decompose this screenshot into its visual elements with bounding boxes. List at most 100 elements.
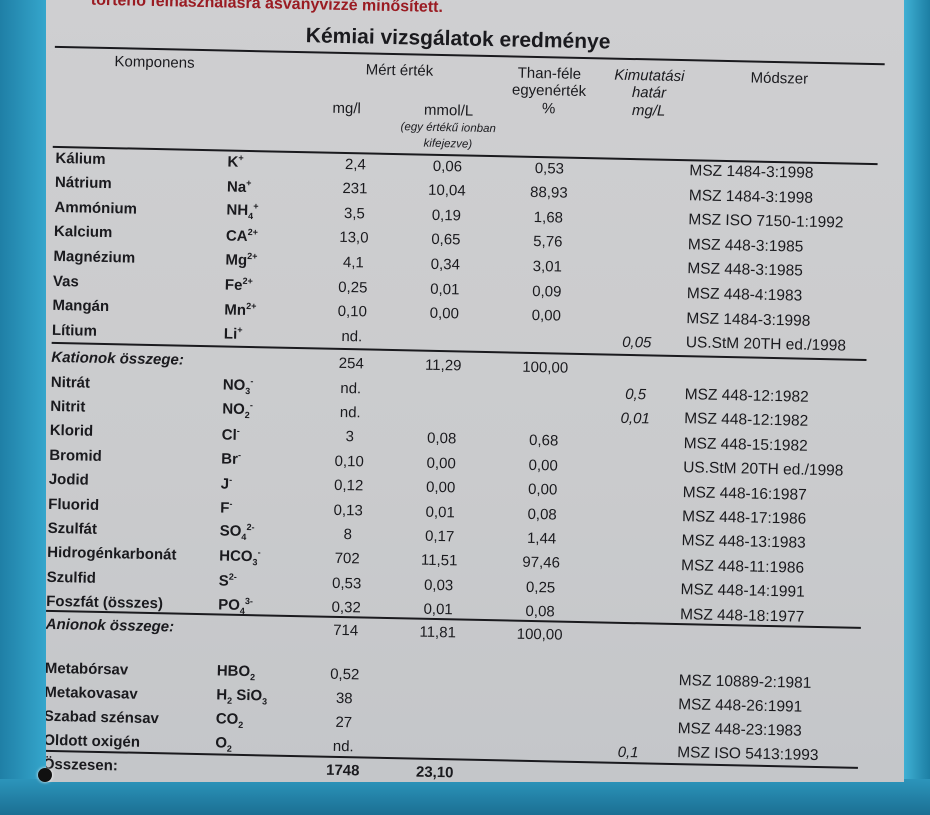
formula-part: PO (218, 596, 241, 614)
chemical-formula: Fe2+ (225, 276, 313, 296)
component-name: Szulfid (46, 568, 97, 587)
component-name: Bromid (49, 446, 102, 465)
formula-part: 2 (238, 719, 244, 730)
value-mg-l: 714 (333, 621, 359, 639)
value-than-percent: 0,08 (527, 505, 557, 524)
value-than-percent: 3,01 (532, 257, 563, 276)
method: MSZ 448-26:1991 (678, 696, 803, 716)
method: MSZ 1484-3:1998 (688, 186, 814, 207)
detection-limit (598, 219, 680, 221)
method: MSZ ISO 5413:1993 (677, 744, 819, 765)
chemical-formula: K+ (227, 153, 315, 173)
value-mmol-l: 0,00 (426, 454, 456, 473)
method: MSZ 448-15:1982 (683, 434, 808, 455)
chemical-formula: Mg2+ (225, 251, 313, 271)
component-name: Oldott oxigén (46, 731, 141, 751)
value-mmol-l: 10,04 (427, 181, 466, 200)
formula-part: CA (225, 227, 248, 245)
value-mmol-l: 0,01 (425, 503, 455, 521)
method: MSZ ISO 7150-1:1992 (688, 211, 844, 232)
header-limit-3: mg/L (631, 101, 666, 120)
chemical-formula: Br- (221, 450, 309, 470)
chemical-formula: CA2+ (226, 226, 314, 246)
method: MSZ 448-12:1982 (684, 410, 809, 431)
detection-limit (593, 491, 675, 493)
method: MSZ 448-3:1985 (687, 235, 804, 256)
value-than-percent: 0,09 (532, 282, 562, 301)
component-name: Metabórsav (46, 659, 129, 679)
value-mg-l: 38 (335, 689, 353, 707)
component-name: Szabad szénsav (46, 707, 160, 727)
chemical-formula: J- (221, 474, 309, 494)
formula-part: - (237, 450, 242, 461)
chemical-formula: H2 SiO3 (216, 686, 304, 707)
value-mmol-l: 0,34 (430, 255, 461, 274)
formula-part: 3 (261, 695, 268, 706)
formula-part: 3- (244, 595, 254, 606)
value-than-percent: 0,25 (525, 578, 556, 597)
value-mmol-l (392, 337, 496, 339)
detection-limit: 0,01 (620, 409, 650, 428)
component-name: Mangán (52, 296, 110, 316)
component-name: Fluorid (48, 495, 100, 514)
detection-limit (596, 317, 678, 319)
header-than-3: % (541, 100, 556, 118)
formula-part: 2+ (247, 251, 258, 262)
method: MSZ 448-13:1983 (681, 532, 806, 553)
value-mg-l: 3 (345, 428, 355, 446)
notice-text: történő felhasználásra ásványvízzé minős… (90, 0, 444, 17)
component-name: Nitrit (50, 397, 86, 416)
value-mg-l: 27 (335, 713, 353, 731)
value-mg-l: 0,52 (329, 665, 360, 683)
value-than-percent (494, 416, 594, 418)
method: MSZ 1484-3:1998 (686, 309, 811, 330)
value-than-percent: 5,76 (533, 233, 563, 251)
header-mg-l: mg/l (332, 99, 361, 118)
value-mg-l: 8 (343, 525, 353, 544)
value-mmol-l (385, 675, 489, 677)
value-mg-l: 254 (338, 354, 364, 372)
method: US.StM 20TH ed./1998 (685, 334, 847, 355)
board-frame-left (0, 0, 46, 815)
value-than-percent: 0,00 (527, 480, 558, 499)
formula-part: CO (215, 709, 239, 728)
formula-part: SiO (232, 686, 263, 704)
value-than-percent: 1,44 (526, 529, 557, 548)
value-mg-l: 0,10 (334, 452, 365, 471)
formula-part: F (220, 499, 230, 517)
value-than-percent (488, 725, 588, 727)
component-name: Vas (52, 272, 80, 290)
value-mg-l: nd. (341, 327, 363, 346)
value-mmol-l (384, 723, 488, 725)
detection-limit (595, 368, 677, 370)
detection-limit (597, 292, 679, 294)
value-mg-l: 0,10 (337, 302, 368, 321)
component-name: Nátrium (54, 174, 112, 193)
value-mg-l: 3,5 (343, 204, 366, 223)
value-mg-l: 0,13 (333, 501, 363, 519)
chemical-formula (218, 627, 306, 629)
value-mg-l: 0,12 (333, 476, 364, 495)
component-name: Szulfát (47, 519, 98, 538)
value-mg-l: 2,4 (344, 155, 367, 173)
formula-part: - (229, 474, 233, 485)
value-mmol-l (390, 413, 494, 415)
value-mmol-l (384, 699, 488, 701)
detection-limit (590, 635, 672, 637)
value-mmol-l: 0,08 (426, 430, 457, 448)
value-mg-l: 702 (334, 550, 360, 568)
component-name: Kationok összege: (51, 348, 185, 369)
detection-limit: 0,1 (617, 743, 639, 761)
component-name: Magnézium (53, 247, 136, 267)
detection-limit (587, 775, 669, 777)
formula-part: - (250, 376, 254, 387)
chemical-formula: SO42- (220, 522, 308, 544)
component-name: Kalcium (53, 223, 113, 242)
chemical-formula: Na+ (227, 177, 315, 197)
chemical-formula: O2 (215, 734, 303, 755)
formula-part: + (237, 324, 243, 336)
method: MSZ 1484-3:1998 (689, 162, 814, 182)
chemical-formula: F- (220, 498, 308, 518)
component-name: Nitrát (50, 373, 91, 392)
formula-part: Na (226, 178, 247, 196)
